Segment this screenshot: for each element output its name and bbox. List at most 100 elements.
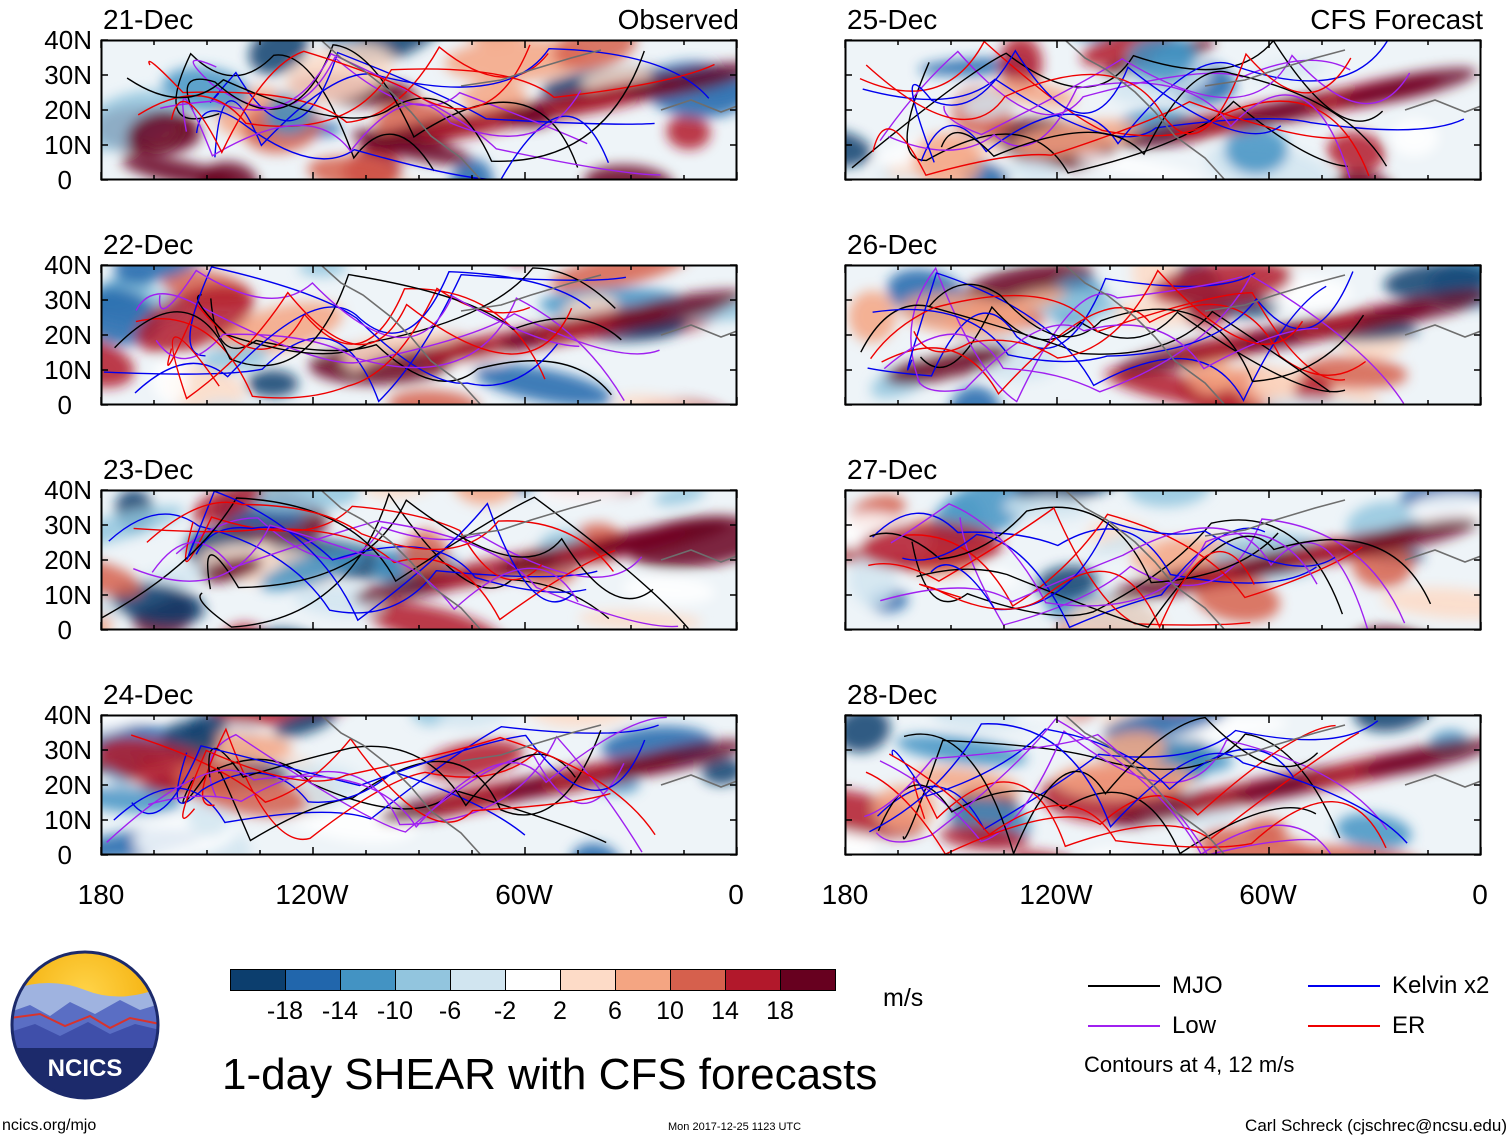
shear-anomaly-blob	[1327, 131, 1386, 173]
panel-date: 24-Dec	[103, 679, 194, 710]
shear-anomaly-blob	[845, 715, 891, 753]
shear-anomaly-blob	[388, 389, 480, 405]
shear-anomaly-blob	[198, 161, 259, 180]
contour-line	[860, 304, 1331, 393]
footer-author: Carl Schreck (cjschrec@ncsu.edu)	[1245, 1116, 1507, 1135]
contour-line	[859, 40, 1370, 177]
contour-line	[888, 82, 1351, 179]
shear-anomaly-blob	[622, 575, 716, 604]
lon-label-180: 180	[77, 879, 125, 910]
shear-anomaly-blob	[162, 67, 250, 112]
shear-anomaly-blob	[1126, 490, 1212, 507]
shear-anomaly-blob	[1224, 126, 1289, 175]
contour-line	[146, 501, 614, 572]
map-panel-observed-22-dec: 22-Dec	[100, 229, 738, 406]
lat-label-0: 0	[57, 615, 72, 645]
contour-line	[199, 492, 610, 628]
colorbar-tick-label: 18	[766, 997, 794, 1025]
lon-label-180: 180	[821, 879, 869, 910]
lat-label-30n: 30N	[44, 285, 92, 315]
shear-anomaly-blob	[402, 528, 448, 580]
colorbar-tick-label: -6	[438, 997, 462, 1025]
panel-date: 21-Dec	[103, 4, 194, 35]
colorbar-swatch	[670, 969, 726, 991]
ncics-logo: NCICS	[10, 950, 160, 1100]
contour-line	[135, 287, 531, 399]
shear-anomaly-blob	[1035, 655, 1126, 702]
lat-label-40n: 40N	[44, 475, 92, 505]
shear-anomaly-blob	[873, 784, 936, 831]
lon-label-0: 0	[728, 879, 744, 910]
lat-label-40n: 40N	[44, 250, 92, 280]
shear-anomaly-blob	[1264, 215, 1350, 266]
shear-anomaly-blob	[559, 657, 605, 691]
panel-date: 25-Dec	[847, 4, 938, 35]
contour-line	[195, 110, 610, 180]
shear-anomaly-blob	[1080, 623, 1185, 690]
shear-anomaly-blob	[1155, 0, 1210, 9]
lon-label-60w: 60W	[495, 879, 553, 910]
panel-date: 26-Dec	[847, 229, 938, 260]
shear-anomaly-blob	[626, 649, 693, 694]
shear-band-blob	[1341, 517, 1479, 555]
shear-anomaly-blob	[1341, 400, 1408, 445]
shear-band-blob	[1355, 289, 1481, 327]
contour-line	[872, 100, 1350, 177]
contour-line	[186, 44, 579, 168]
shear-anomaly-blob	[947, 654, 1010, 722]
panel-date: 27-Dec	[847, 454, 938, 485]
contour-line	[210, 298, 612, 396]
panel-date: 22-Dec	[103, 229, 194, 260]
shear-anomaly-blob	[473, 364, 613, 405]
shear-anomaly-blob	[269, 197, 320, 226]
contour-line	[943, 54, 1411, 136]
contour-line	[175, 52, 435, 172]
contour-line	[167, 288, 546, 380]
contour-line	[875, 718, 1332, 855]
shear-anomaly-blob	[553, 40, 637, 70]
coastline	[1064, 490, 1481, 630]
contour-line	[880, 527, 1369, 630]
contour-line	[201, 727, 539, 841]
colorbar-swatch	[285, 969, 341, 991]
shear-anomaly-blob	[1346, 0, 1414, 1]
contour-line	[903, 513, 1363, 607]
contour-line	[148, 46, 549, 124]
shear-anomaly-blob	[1002, 159, 1060, 180]
shear-anomaly-blob	[998, 198, 1066, 260]
logo-text: NCICS	[48, 1055, 123, 1082]
shear-anomaly-blob	[626, 197, 688, 250]
panel-source-label: CFS Forecast	[1310, 4, 1483, 35]
contour-line	[911, 49, 1282, 163]
shear-anomaly-blob	[497, 210, 538, 265]
shear-anomaly-blob	[1076, 153, 1202, 180]
shear-anomaly-blob	[577, 610, 702, 630]
colorbar-swatch	[395, 969, 451, 991]
shear-anomaly-blob	[265, 92, 315, 135]
shear-anomaly-blob	[1136, 414, 1182, 447]
shear-anomaly-blob	[101, 715, 196, 738]
shear-band-blob	[1356, 738, 1481, 777]
lon-label-60w: 60W	[1239, 879, 1297, 910]
contour-line	[216, 729, 602, 842]
contour-line	[959, 517, 1406, 626]
shear-anomaly-blob	[666, 114, 711, 150]
map-panel-observed-21-dec: 21-Dec Observed	[100, 4, 739, 181]
shear-anomaly-blob	[692, 209, 753, 254]
shear-anomaly-blob	[243, 629, 332, 630]
lat-label-40n: 40N	[44, 700, 92, 730]
contour-line	[916, 324, 1319, 392]
lat-label-20n: 20N	[44, 320, 92, 350]
contour-line	[101, 496, 689, 630]
shear-field-map	[100, 39, 738, 181]
shear-anomaly-blob	[449, 158, 494, 180]
shear-anomaly-blob	[1134, 0, 1204, 12]
shear-field-map	[100, 489, 738, 631]
contour-line	[891, 728, 1295, 797]
contour-line	[872, 271, 1354, 363]
shear-band-blob	[593, 518, 731, 556]
shear-anomaly-blob	[288, 188, 341, 250]
footer-url[interactable]: ncics.org/mjo	[2, 1117, 97, 1134]
shear-anomaly-blob	[975, 567, 1020, 587]
shear-anomaly-blob	[465, 203, 543, 248]
